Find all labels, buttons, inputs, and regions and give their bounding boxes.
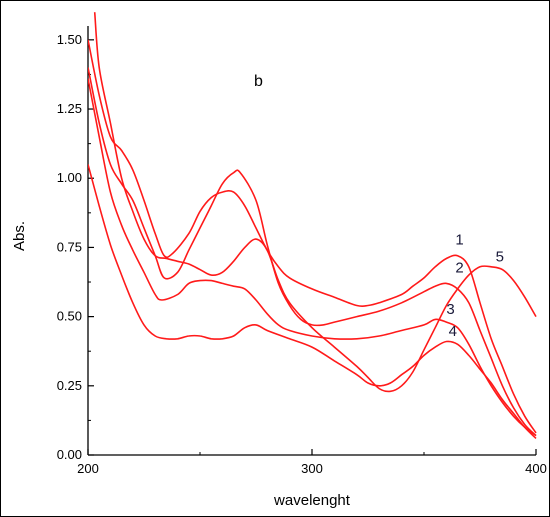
ticks: 0.00 0.25 0.50 0.75 1.00 1.25 1.50 200 300 400 xyxy=(57,32,547,476)
panel-label: b xyxy=(254,73,263,90)
y-tick-label: 1.25 xyxy=(57,101,82,116)
x-tick-label: 200 xyxy=(77,461,99,476)
x-tick-label: 300 xyxy=(301,461,323,476)
spectrum-curve-1 xyxy=(88,39,537,434)
y-tick-label: 0.75 xyxy=(57,239,82,254)
x-axis-title: wavelenght xyxy=(273,492,351,509)
y-axis-title: Abs. xyxy=(11,221,28,251)
y-tick-label: 0.25 xyxy=(57,378,82,393)
y-tick-label: 1.50 xyxy=(57,32,82,47)
y-tick-label: 0.50 xyxy=(57,309,82,324)
y-tick-label: 0.00 xyxy=(57,447,82,462)
spectrum-curve-5 xyxy=(93,12,537,393)
spectrum-curve-2 xyxy=(88,67,537,437)
curve-label-2: 2 xyxy=(455,259,463,276)
y-tick-label: 1.00 xyxy=(57,170,82,185)
spectrum-curve-3 xyxy=(88,78,537,437)
x-tick-label: 400 xyxy=(525,461,547,476)
curve-label-3: 3 xyxy=(446,301,454,318)
curve-label-5: 5 xyxy=(496,248,504,265)
curves xyxy=(88,12,537,439)
axes xyxy=(87,26,536,456)
curve-labels: 1 2 3 4 5 xyxy=(446,232,504,340)
spectrum-curve-4 xyxy=(88,164,537,439)
curve-label-1: 1 xyxy=(455,232,463,249)
curve-label-4: 4 xyxy=(449,323,457,340)
